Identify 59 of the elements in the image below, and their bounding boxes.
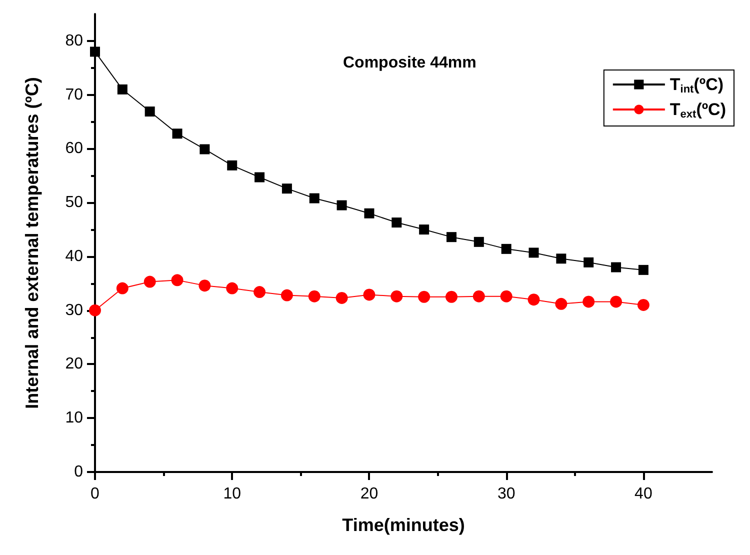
point <box>556 254 566 264</box>
point <box>336 200 347 210</box>
point <box>90 46 100 57</box>
point <box>336 292 348 304</box>
x-axis-title: Time(minutes) <box>342 515 465 535</box>
point <box>500 290 512 302</box>
y-tick-label: 50 <box>65 194 84 212</box>
y-tick-label: 60 <box>65 140 84 158</box>
point <box>117 84 128 94</box>
point <box>309 193 320 204</box>
y-tick-label: 10 <box>65 410 84 427</box>
y-tick-label: 20 <box>65 356 84 373</box>
point <box>363 288 376 301</box>
point <box>89 304 101 316</box>
text: Composite 44mm <box>343 54 476 72</box>
point <box>280 289 293 302</box>
point <box>198 280 211 292</box>
point <box>392 218 402 228</box>
point <box>584 257 594 268</box>
x-tick-label: 0 <box>90 486 100 502</box>
y-tick-label: 40 <box>65 248 84 265</box>
point <box>474 236 484 247</box>
point <box>611 262 622 272</box>
point <box>254 172 265 182</box>
point <box>419 224 430 235</box>
point <box>116 282 128 294</box>
y-tick-label: 80 <box>65 32 84 50</box>
point <box>226 282 238 294</box>
x-tick-label: 10 <box>223 486 242 502</box>
point <box>472 290 485 302</box>
point <box>418 290 430 303</box>
point <box>638 264 648 275</box>
point <box>227 160 238 170</box>
point <box>172 128 182 139</box>
point <box>144 276 156 288</box>
point <box>390 290 403 302</box>
x-tick-label: 20 <box>360 486 378 502</box>
point <box>364 208 374 218</box>
point <box>528 294 540 306</box>
y-axis-title: Internal and external temperatures (ºC) <box>22 77 42 409</box>
x-tick-label: 40 <box>634 486 652 502</box>
point <box>555 298 568 310</box>
y-tick-label: 30 <box>65 302 84 319</box>
point <box>637 298 650 311</box>
point <box>171 274 184 286</box>
y-tick-label: 0 <box>74 464 84 480</box>
point <box>308 290 320 302</box>
point <box>254 286 266 298</box>
point <box>200 144 210 154</box>
point <box>610 296 622 308</box>
point <box>528 248 539 258</box>
x-tick-label: 30 <box>497 486 516 502</box>
point <box>446 232 456 242</box>
point <box>446 290 458 303</box>
point <box>282 184 292 194</box>
point <box>582 296 595 308</box>
point <box>144 106 155 117</box>
point <box>501 244 512 254</box>
y-tick-label: 70 <box>65 86 84 104</box>
